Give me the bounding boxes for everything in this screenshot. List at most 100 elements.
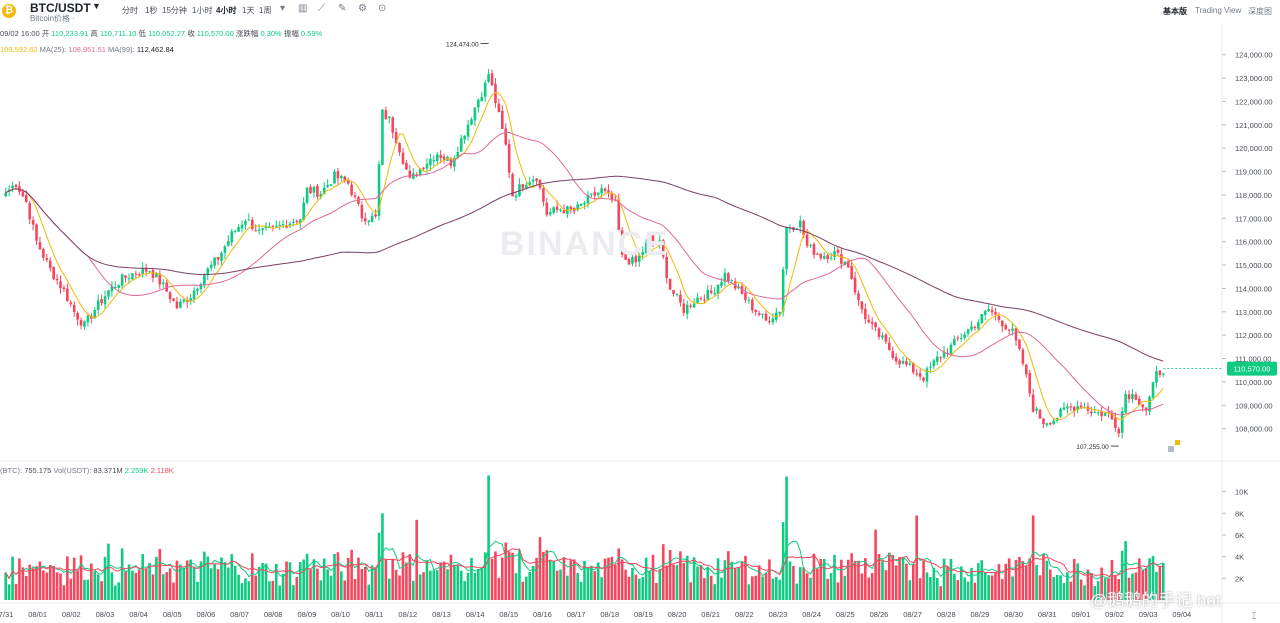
candle-body[interactable]: [48, 260, 52, 269]
candle-body[interactable]: [860, 301, 864, 310]
candle-body[interactable]: [497, 103, 501, 113]
candle-body[interactable]: [980, 314, 984, 324]
candle-body[interactable]: [316, 185, 319, 197]
candle-body[interactable]: [888, 342, 891, 351]
candle-body[interactable]: [942, 351, 946, 358]
candle-body[interactable]: [600, 188, 603, 194]
candle-body[interactable]: [833, 251, 836, 258]
candle-body[interactable]: [387, 116, 391, 119]
candle-body[interactable]: [870, 321, 874, 324]
candle-body[interactable]: [576, 204, 579, 211]
candle-body[interactable]: [429, 158, 432, 166]
candle-body[interactable]: [405, 162, 408, 170]
candle-body[interactable]: [477, 99, 480, 108]
candle-body[interactable]: [1090, 411, 1093, 414]
candle-body[interactable]: [511, 174, 514, 197]
candle-body[interactable]: [829, 257, 833, 259]
candle-body[interactable]: [696, 297, 699, 304]
candle-body[interactable]: [274, 225, 278, 227]
candle-body[interactable]: [1038, 409, 1042, 419]
candle-body[interactable]: [655, 241, 658, 243]
candle-body[interactable]: [1093, 412, 1097, 414]
candle-body[interactable]: [788, 228, 792, 230]
candle-body[interactable]: [346, 180, 350, 184]
candle-body[interactable]: [637, 255, 641, 262]
candle-body[interactable]: [1158, 370, 1162, 375]
candle-body[interactable]: [983, 310, 987, 315]
candle-body[interactable]: [850, 265, 853, 280]
candle-body[interactable]: [192, 290, 196, 300]
candle-body[interactable]: [528, 182, 532, 185]
candle-body[interactable]: [377, 164, 381, 217]
candle-body[interactable]: [846, 261, 850, 268]
candle-body[interactable]: [977, 322, 980, 329]
candle-body[interactable]: [93, 309, 97, 319]
candle-body[interactable]: [644, 242, 648, 254]
candle-body[interactable]: [158, 274, 162, 285]
candle-body[interactable]: [340, 176, 343, 179]
candle-body[interactable]: [679, 294, 682, 303]
candle-body[interactable]: [220, 252, 223, 261]
candle-body[interactable]: [1161, 373, 1165, 375]
candle-body[interactable]: [240, 224, 244, 229]
candle-body[interactable]: [66, 288, 69, 302]
candle-body[interactable]: [706, 289, 710, 300]
candle-body[interactable]: [651, 235, 655, 241]
candle-body[interactable]: [309, 186, 312, 194]
candle-body[interactable]: [76, 312, 79, 320]
candle-body[interactable]: [915, 373, 919, 375]
more-timeframes-chevron-icon[interactable]: ▾: [280, 3, 286, 14]
candle-body[interactable]: [230, 231, 234, 243]
candle-body[interactable]: [884, 334, 888, 342]
candle-body[interactable]: [487, 73, 490, 82]
candle-body[interactable]: [52, 266, 55, 280]
candle-body[interactable]: [675, 294, 679, 296]
candle-body[interactable]: [1120, 411, 1124, 433]
candle-body[interactable]: [727, 273, 730, 282]
candle-body[interactable]: [689, 305, 692, 307]
candle-body[interactable]: [302, 202, 305, 220]
candle-body[interactable]: [634, 256, 638, 263]
candle-body[interactable]: [1024, 364, 1028, 375]
candle-body[interactable]: [781, 269, 785, 312]
alert-icon[interactable]: [1175, 440, 1180, 445]
candle-body[interactable]: [353, 195, 357, 197]
candle-body[interactable]: [1045, 423, 1049, 426]
candle-body[interactable]: [730, 280, 734, 282]
candle-body[interactable]: [62, 287, 66, 290]
candle-body[interactable]: [1117, 428, 1121, 434]
candle-body[interactable]: [548, 212, 552, 215]
candle-body[interactable]: [713, 292, 716, 295]
candle-body[interactable]: [463, 135, 466, 140]
candle-body[interactable]: [257, 229, 261, 232]
candle-body[interactable]: [494, 83, 497, 104]
candle-body[interactable]: [641, 252, 645, 256]
candle-body[interactable]: [507, 143, 511, 173]
candle-body[interactable]: [45, 258, 49, 260]
candle-body[interactable]: [764, 313, 768, 321]
candle-body[interactable]: [490, 73, 494, 86]
candle-body[interactable]: [114, 287, 117, 289]
view-depth[interactable]: 深度图: [1248, 7, 1272, 16]
candle-body[interactable]: [1100, 410, 1103, 417]
candle-body[interactable]: [292, 222, 295, 224]
candle-body[interactable]: [751, 299, 754, 311]
candle-body[interactable]: [939, 357, 942, 359]
candle-body[interactable]: [175, 301, 179, 309]
candle-body[interactable]: [100, 299, 103, 304]
candle-body[interactable]: [1035, 408, 1038, 411]
candle-body[interactable]: [747, 299, 751, 301]
candle-body[interactable]: [59, 281, 62, 289]
candle-body[interactable]: [699, 297, 703, 299]
candle-body[interactable]: [107, 290, 110, 297]
candle-body[interactable]: [778, 311, 782, 314]
candle-body[interactable]: [155, 273, 158, 278]
candle-body[interactable]: [1096, 412, 1100, 414]
candle-body[interactable]: [1011, 328, 1014, 331]
candle-body[interactable]: [1052, 420, 1055, 425]
candle-body[interactable]: [418, 168, 422, 176]
candle-body[interactable]: [38, 242, 42, 250]
candle-body[interactable]: [812, 244, 816, 255]
candle-body[interactable]: [1059, 408, 1062, 417]
